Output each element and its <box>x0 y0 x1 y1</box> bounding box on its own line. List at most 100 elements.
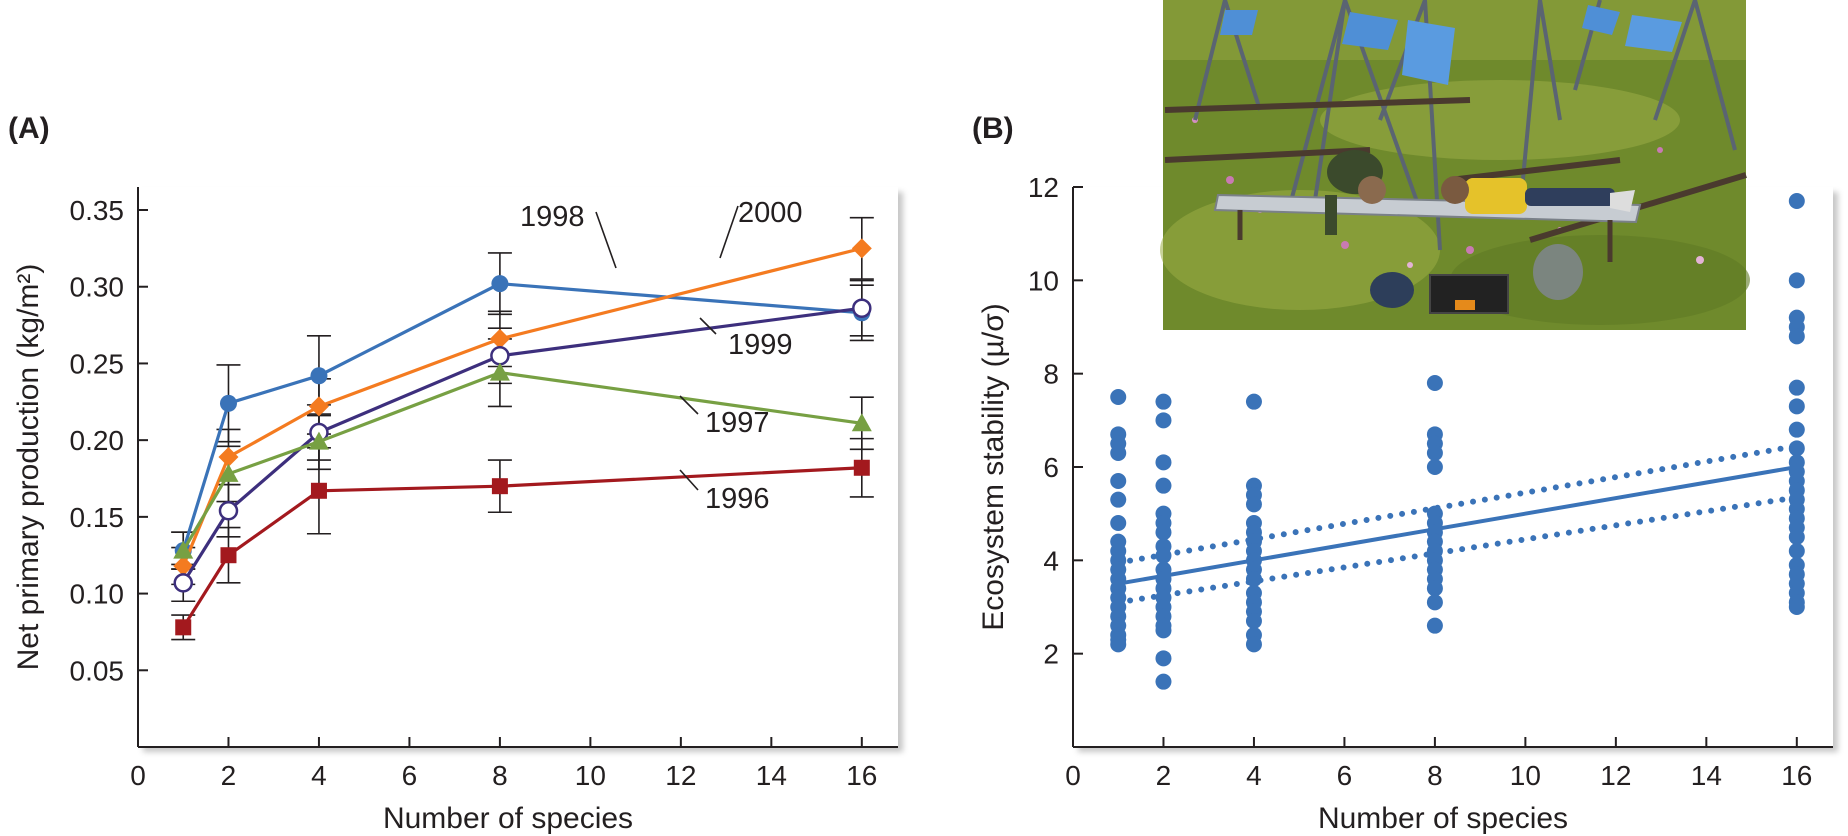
series-label-2000: 2000 <box>738 197 803 229</box>
panel-a-x-tick-label: 8 <box>492 760 508 791</box>
scatter-point <box>1788 599 1805 615</box>
panel-a-y-tick-label: 0.30 <box>70 272 125 303</box>
data-point-1997 <box>218 463 239 482</box>
panel-b-fit-lines <box>1115 443 1800 606</box>
panel-a-x-tick-label: 12 <box>665 760 696 791</box>
data-point-1999 <box>490 346 510 366</box>
panel-b-x-tick-label: 0 <box>1065 760 1081 791</box>
scatter-point <box>1788 421 1805 438</box>
scatter-point <box>1788 272 1805 289</box>
panel-a-x-tick-label: 0 <box>130 760 146 791</box>
scatter-point <box>1245 496 1262 513</box>
photo-shade-panels <box>1220 5 1682 85</box>
data-point-1999 <box>852 298 872 318</box>
confidence-band-upper <box>1115 443 1800 566</box>
scatter-point <box>1155 393 1172 410</box>
scatter-point <box>1245 613 1262 629</box>
scatter-point <box>1155 650 1172 667</box>
panel-a-x-axis-title: Number of species <box>383 802 633 835</box>
data-point-1996 <box>220 547 237 564</box>
panel-b-y-axis-title: Ecosystem stability (µ/σ) <box>977 303 1010 631</box>
panel-b-y-tick-label: 6 <box>1043 452 1059 483</box>
data-point-1996 <box>310 482 327 499</box>
data-point-1997 <box>173 540 194 559</box>
scatter-point <box>1788 529 1805 545</box>
photo-grass-highlight <box>1320 80 1680 160</box>
scatter-point <box>1245 571 1262 587</box>
photo-grass-patch-dark <box>1450 235 1750 325</box>
scatter-point <box>1426 617 1443 634</box>
photo-researcher-left <box>1325 150 1386 235</box>
series-label-1999: 1999 <box>728 329 793 361</box>
panel-b-y-tick-label: 10 <box>1028 265 1059 296</box>
data-point-1997 <box>851 413 872 432</box>
panel-a-label: (A) <box>8 112 50 145</box>
scatter-point <box>1788 379 1805 396</box>
data-point-1997 <box>308 431 329 450</box>
panel-a-series: 1998 2000 1999 1997 1996 <box>171 197 874 641</box>
panel-b-x-tick-label: 2 <box>1156 760 1172 791</box>
panel-a-x-tick-label: 14 <box>756 760 787 791</box>
series-label-leader-2000 <box>719 205 739 259</box>
scatter-point <box>1110 389 1127 405</box>
panel-b-axes: 0 2 4 6 8 10 12 14 16 2 4 6 8 10 12 <box>1028 172 1833 791</box>
series-label-leader-1998 <box>595 211 617 269</box>
data-point-1996 <box>491 478 508 495</box>
photo-grass-patch <box>1160 190 1440 310</box>
regression-line <box>1117 465 1798 586</box>
series-label-leader-1996 <box>679 469 699 491</box>
scatter-point <box>1426 594 1443 611</box>
data-point-1997 <box>489 362 510 381</box>
data-point-1999 <box>173 573 193 593</box>
panel-b-y-tick-label: 2 <box>1043 639 1059 670</box>
series-label-1998: 1998 <box>520 201 585 233</box>
panel-b-x-tick-label: 4 <box>1246 760 1262 791</box>
data-point-2000 <box>489 328 510 349</box>
panel-a-y-tick-label: 0.10 <box>70 579 125 610</box>
panel-b-y-tick-label: 4 <box>1043 545 1059 576</box>
panel-a-y-tick-label: 0.25 <box>70 348 125 379</box>
panel-a-chart: (A) 0 2 4 6 8 10 12 14 16 0.05 0.10 0.15 0.20 0.25 0.3… <box>8 112 898 835</box>
panel-a-y-tick-label: 0.05 <box>70 655 125 686</box>
data-point-1996 <box>175 619 192 636</box>
panel-a-y-axis-title: Net primary production (kg/m²) <box>12 264 45 671</box>
panel-b-x-tick-label: 6 <box>1337 760 1353 791</box>
series-label-leader-1997 <box>679 395 699 415</box>
data-point-1996 <box>853 459 870 476</box>
scatter-point <box>1426 375 1443 391</box>
series-label-1996: 1996 <box>705 483 770 515</box>
field-experiment-photo <box>1160 0 1750 330</box>
scatter-point <box>1155 454 1172 471</box>
panel-b-points <box>1110 193 1805 690</box>
series-label-leader-1999 <box>699 317 717 335</box>
panel-a-x-tick-label: 16 <box>846 760 877 791</box>
panel-a-axes: 0 2 4 6 8 10 12 14 16 0.05 0.10 0.15 0.20 0.25 0.30 0.3… <box>70 187 898 791</box>
scatter-point <box>1788 328 1805 345</box>
series-label-1997: 1997 <box>705 407 770 439</box>
scatter-point <box>1155 524 1172 541</box>
scatter-point <box>1788 193 1805 209</box>
photo-researcher-right <box>1441 176 1635 214</box>
panel-a-y-tick-label: 0.35 <box>70 195 125 226</box>
scatter-point <box>1110 491 1127 508</box>
scatter-point <box>1426 580 1443 597</box>
panel-a-x-tick-label: 2 <box>221 760 237 791</box>
data-point-2000 <box>218 447 239 468</box>
panel-b-label: (B) <box>972 112 1014 145</box>
scatter-point <box>1426 445 1443 461</box>
panel-b-x-tick-label: 12 <box>1600 760 1631 791</box>
scatter-point <box>1155 477 1172 494</box>
panel-a-x-tick-label: 10 <box>575 760 606 791</box>
scatter-point <box>1110 515 1127 531</box>
scatter-point <box>1155 622 1172 639</box>
panel-b-x-axis-title: Number of species <box>1318 802 1568 835</box>
scatter-point <box>1788 398 1805 415</box>
scatter-point <box>1788 440 1805 457</box>
data-point-1998 <box>219 394 237 412</box>
panel-a-x-tick-label: 4 <box>311 760 327 791</box>
data-point-1998 <box>310 367 328 385</box>
scatter-point <box>1110 636 1127 653</box>
scatter-point <box>1155 412 1172 429</box>
scatter-point <box>1110 473 1127 489</box>
panel-a-y-tick-label: 0.15 <box>70 502 125 533</box>
